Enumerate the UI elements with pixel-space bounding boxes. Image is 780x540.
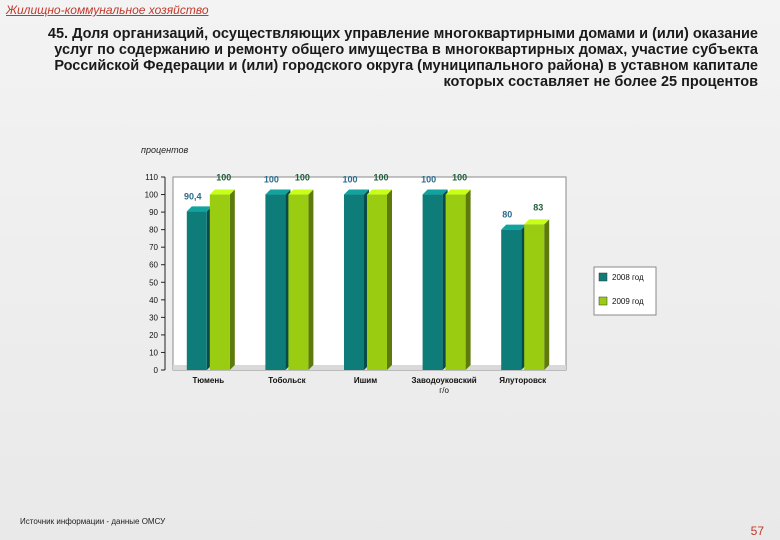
- y-tick-label: 20: [149, 331, 158, 340]
- unit-label: процентов: [141, 145, 189, 155]
- data-label-2009-4: 83: [533, 202, 543, 212]
- legend-swatch-1: [598, 296, 608, 306]
- bar-2009-1: [288, 194, 309, 370]
- data-label-2008-3: 100: [421, 175, 436, 185]
- data-label-2009-0: 100: [216, 173, 231, 183]
- category-label-3: Заводоуковский г/о: [412, 376, 477, 395]
- y-tick-label: 50: [149, 278, 158, 287]
- category-label-1: Тобольск: [268, 376, 306, 385]
- legend-label-0: 2008 год: [612, 273, 644, 282]
- data-label-2009-3: 100: [452, 173, 467, 183]
- bar-2008-2: [344, 194, 364, 370]
- chart-title: 45. Доля организаций, осуществляющих упр…: [47, 26, 758, 90]
- bar-2009-0: [209, 194, 230, 370]
- bar-2008-1: [265, 194, 286, 370]
- y-tick-label: 90: [149, 208, 158, 217]
- bar-side-2009-2: [387, 189, 392, 370]
- bar-top-2009-3: [445, 189, 471, 195]
- y-tick-label: 100: [145, 191, 159, 200]
- data-label-2009-2: 100: [373, 173, 388, 183]
- source-footnote: Источник информации - данные ОМСУ: [20, 517, 166, 526]
- y-tick-label: 40: [149, 296, 158, 305]
- bar-2008-3: [422, 194, 443, 370]
- category-label-2: Ишим: [354, 376, 377, 385]
- y-tick-label: 0: [154, 366, 159, 375]
- bar-side-2009-1: [308, 189, 314, 370]
- bar-2008-4: [501, 229, 522, 370]
- bar-2008-0: [186, 211, 207, 370]
- bar-top-2009-2: [367, 189, 392, 195]
- section-label[interactable]: Жилищно-коммунальное хозяйство: [6, 3, 209, 17]
- category-label-0: Тюмень: [192, 376, 224, 385]
- data-label-2008-4: 80: [502, 210, 512, 220]
- y-tick-label: 110: [145, 173, 158, 182]
- y-tick-label: 30: [149, 313, 158, 322]
- y-tick-label: 60: [149, 261, 158, 270]
- bar-top-2008-1: [265, 189, 291, 195]
- page-number: 57: [750, 524, 764, 538]
- bar-2009-3: [445, 194, 466, 370]
- bar-top-2008-0: [186, 206, 212, 212]
- bar-top-2008-3: [422, 189, 448, 195]
- bar-side-2009-3: [465, 189, 471, 370]
- bar-top-2009-1: [288, 189, 314, 195]
- data-label-2009-1: 100: [295, 173, 310, 183]
- y-tick-label: 80: [149, 226, 158, 235]
- legend-swatch-0: [598, 272, 608, 282]
- data-label-2008-2: 100: [342, 175, 357, 185]
- bar-2009-2: [367, 194, 387, 370]
- data-label-2008-1: 100: [264, 175, 279, 185]
- legend-label-1: 2009 год: [612, 297, 644, 306]
- y-tick-label: 10: [149, 348, 158, 357]
- bar-top-2008-4: [501, 224, 527, 230]
- bar-2009-4: [524, 224, 545, 370]
- bar-side-2009-0: [229, 189, 235, 370]
- bar-side-2009-4: [544, 219, 550, 370]
- data-label-2008-0: 90,4: [184, 191, 202, 201]
- bar-top-2009-4: [524, 219, 550, 225]
- y-tick-label: 70: [149, 243, 158, 252]
- bar-top-2009-0: [209, 189, 235, 195]
- bar-top-2008-2: [344, 189, 369, 195]
- category-label-4: Ялуторовск: [499, 376, 547, 385]
